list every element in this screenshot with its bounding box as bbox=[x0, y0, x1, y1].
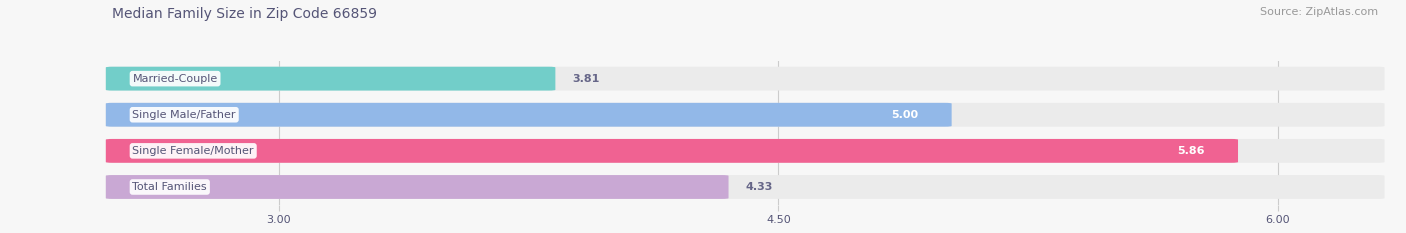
FancyBboxPatch shape bbox=[105, 103, 952, 127]
Text: 5.00: 5.00 bbox=[891, 110, 918, 120]
Text: 4.33: 4.33 bbox=[745, 182, 772, 192]
FancyBboxPatch shape bbox=[105, 103, 1385, 127]
Text: Median Family Size in Zip Code 66859: Median Family Size in Zip Code 66859 bbox=[112, 7, 377, 21]
FancyBboxPatch shape bbox=[105, 175, 1385, 199]
Text: Married-Couple: Married-Couple bbox=[132, 74, 218, 84]
Text: Total Families: Total Families bbox=[132, 182, 207, 192]
Text: Single Female/Mother: Single Female/Mother bbox=[132, 146, 254, 156]
FancyBboxPatch shape bbox=[105, 175, 728, 199]
FancyBboxPatch shape bbox=[105, 139, 1385, 163]
FancyBboxPatch shape bbox=[105, 67, 1385, 91]
Text: 3.81: 3.81 bbox=[572, 74, 599, 84]
Text: Source: ZipAtlas.com: Source: ZipAtlas.com bbox=[1260, 7, 1378, 17]
FancyBboxPatch shape bbox=[105, 67, 555, 91]
Text: 5.86: 5.86 bbox=[1177, 146, 1205, 156]
Text: Single Male/Father: Single Male/Father bbox=[132, 110, 236, 120]
FancyBboxPatch shape bbox=[105, 139, 1239, 163]
